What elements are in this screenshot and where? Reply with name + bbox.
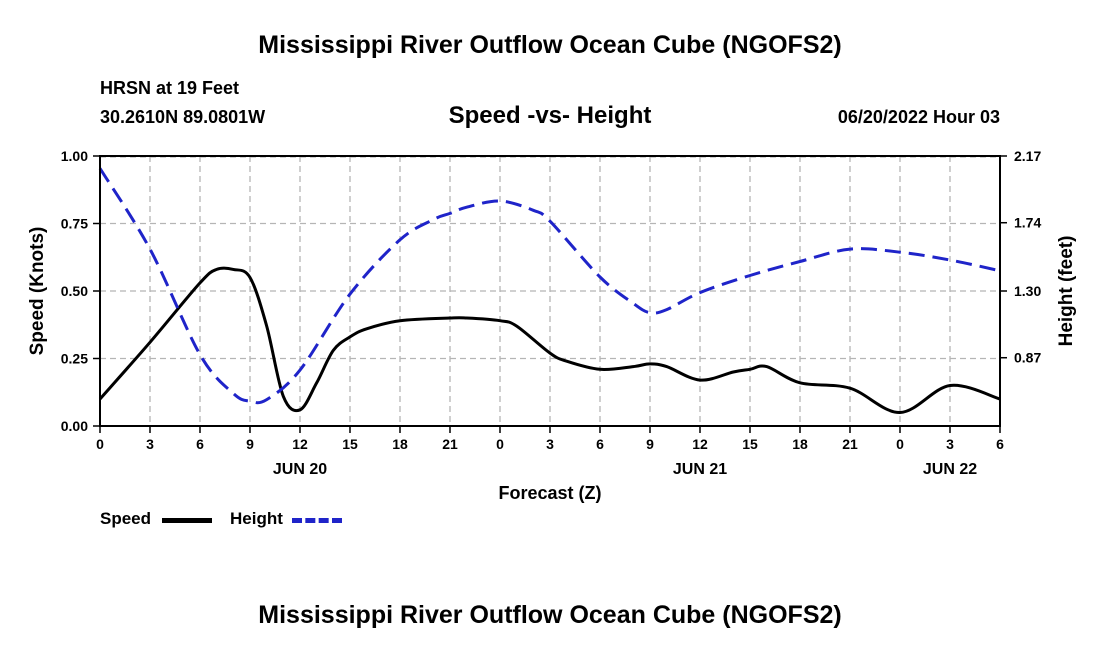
x-tick-label: 12 [692, 436, 708, 452]
y2-axis-label: Height (feet) [1056, 236, 1077, 347]
page-title-bottom: Mississippi River Outflow Ocean Cube (NG… [258, 601, 842, 629]
chart-title: Speed -vs- Height [448, 102, 652, 129]
station-coordinates: 30.2610N 89.0801W [100, 107, 266, 127]
x-tick-label: 21 [442, 436, 458, 452]
axis-labels: 0 3 6 9 12 15 18 21 0 3 6 9 12 15 18 21 0 3 6 0.00 0.25 0.50 0… [27, 148, 1077, 478]
legend-label-speed: Speed [100, 509, 152, 528]
x-tick-label: 0 [96, 436, 104, 452]
x-tick-label: 6 [596, 436, 604, 452]
station-label: HRSN at 19 Feet [100, 78, 240, 98]
axis-ticks [93, 155, 1007, 433]
x-tick-label: 3 [946, 436, 954, 452]
x-tick-label: 0 [896, 436, 904, 452]
x-tick-label: 9 [646, 436, 654, 452]
x-tick-label: 21 [842, 436, 858, 452]
series-line-speed [98, 266, 1001, 415]
y-tick-label: 0.00 [61, 418, 88, 434]
y2-tick-label: 0.87 [1014, 350, 1041, 366]
legend-swatch-speed [162, 518, 212, 523]
y-tick-label: 1.00 [61, 148, 88, 164]
y-tick-label: 0.25 [61, 351, 88, 367]
forecast-timestamp: 06/20/2022 Hour 03 [837, 107, 1000, 127]
x-tick-label: 18 [792, 436, 808, 452]
legend-label-height: Height [230, 509, 283, 528]
x-tick-label: 18 [392, 436, 408, 452]
day-label: JUN 22 [923, 461, 977, 478]
day-label: JUN 20 [273, 461, 327, 478]
x-tick-label: 12 [292, 436, 308, 452]
day-label: JUN 21 [673, 461, 727, 478]
page-title-top: Mississippi River Outflow Ocean Cube (NG… [258, 31, 842, 59]
legend-swatch-height [292, 518, 342, 523]
series-layer [98, 167, 1001, 415]
y-tick-label: 0.75 [61, 216, 88, 232]
x-tick-label: 0 [496, 436, 504, 452]
y-tick-label: 0.50 [61, 283, 88, 299]
speed-height-chart: 0 3 6 9 12 15 18 21 0 3 6 9 12 15 18 21 0 3 6 0.00 0.25 0.50 0… [27, 148, 1077, 478]
x-tick-label: 6 [196, 436, 204, 452]
x-tick-label: 3 [546, 436, 554, 452]
x-axis-label: Forecast (Z) [498, 483, 602, 503]
x-tick-label: 15 [342, 436, 358, 452]
grid-lines [100, 156, 1000, 426]
y2-tick-label: 1.74 [1014, 215, 1041, 231]
y-axis-label: Speed (Knots) [27, 227, 48, 356]
y2-tick-label: 1.30 [1014, 283, 1041, 299]
x-tick-label: 6 [996, 436, 1004, 452]
x-tick-label: 3 [146, 436, 154, 452]
x-tick-label: 9 [246, 436, 254, 452]
y2-tick-label: 2.17 [1014, 148, 1041, 164]
x-tick-label: 15 [742, 436, 758, 452]
